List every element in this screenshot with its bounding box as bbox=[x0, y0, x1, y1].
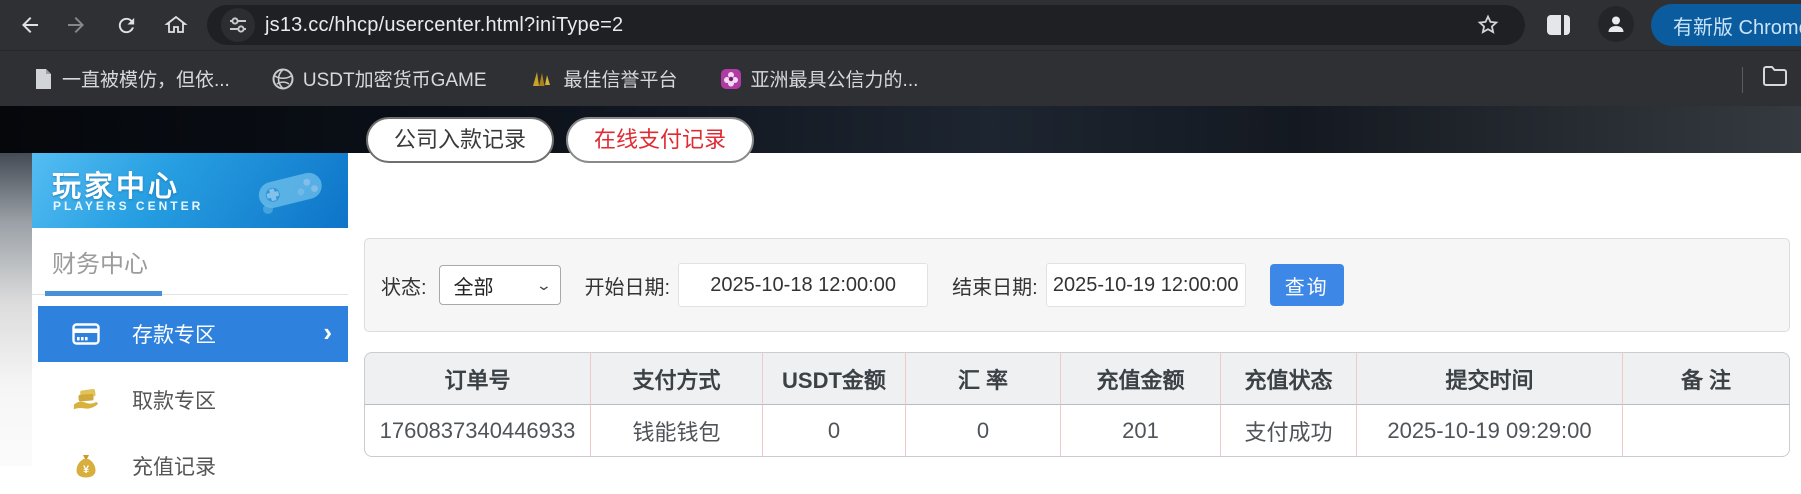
forward-arrow-icon bbox=[68, 17, 84, 33]
cell-usdt-amount: 0 bbox=[762, 404, 905, 457]
bookmark-label: 亚洲最具公信力的... bbox=[750, 70, 919, 91]
sidebar-item-label: 取款专区 bbox=[132, 390, 216, 413]
bookmark-star-button[interactable] bbox=[1470, 7, 1506, 43]
col-order-number: 订单号 bbox=[364, 352, 590, 404]
chevron-right-icon: › bbox=[323, 317, 332, 347]
globe-icon bbox=[272, 68, 294, 89]
reload-button[interactable] bbox=[108, 7, 144, 43]
hand-money-icon bbox=[72, 386, 100, 414]
payment-records-table: 订单号 支付方式 USDT金额 汇 率 充值金额 充值状态 提交时间 备 注 1… bbox=[364, 352, 1790, 457]
sidebar-item-label: 充值记录 bbox=[132, 456, 216, 479]
url-text: js13.cc/hhcp/usercenter.html?iniType=2 bbox=[265, 13, 624, 36]
col-payment-method: 支付方式 bbox=[590, 352, 762, 404]
col-submit-time: 提交时间 bbox=[1356, 352, 1622, 404]
side-panel-icon bbox=[1546, 15, 1570, 35]
person-icon bbox=[1608, 16, 1624, 32]
bookmark-item[interactable]: 一直被模仿，但依... bbox=[24, 59, 240, 98]
cell-payment-method: 钱能钱包 bbox=[590, 404, 762, 457]
bookmark-label: USDT加密货币GAME bbox=[302, 70, 487, 91]
start-date-label: 开始日期: bbox=[584, 276, 671, 299]
cell-exchange-rate: 0 bbox=[905, 404, 1060, 457]
sidebar-section-rule bbox=[32, 291, 348, 296]
query-button[interactable]: 查询 bbox=[1269, 264, 1344, 306]
site-settings-icon[interactable] bbox=[221, 8, 255, 42]
back-button[interactable] bbox=[12, 7, 48, 43]
page-top-dark-banner bbox=[0, 106, 1801, 153]
bookmark-item[interactable]: USDT加密货币GAME bbox=[262, 59, 497, 98]
table-row: 1760837340446933 钱能钱包 0 0 201 支付成功 2025-… bbox=[364, 404, 1790, 457]
gamepad-icon bbox=[258, 172, 322, 214]
status-label: 状态: bbox=[381, 276, 427, 299]
filter-panel: 状态: 全部 ⌄ 开始日期: 2025-10-18 12:00:00 结束日期:… bbox=[364, 238, 1790, 332]
col-exchange-rate: 汇 率 bbox=[905, 352, 1060, 404]
gold-bars-icon bbox=[532, 71, 550, 86]
sidebar-section-title: 财务中心 bbox=[52, 251, 148, 278]
sidebar-item-label: 存款专区 bbox=[132, 324, 216, 347]
cell-remark bbox=[1622, 404, 1790, 457]
back-arrow-icon bbox=[22, 17, 38, 33]
end-date-input[interactable]: 2025-10-19 12:00:00 bbox=[1045, 263, 1246, 307]
bookmark-label: 最佳信誉平台 bbox=[563, 70, 678, 91]
side-panel-button[interactable] bbox=[1540, 7, 1576, 43]
money-bag-icon: ¥ bbox=[72, 452, 100, 480]
sidebar: 玩家中心 PLAYERS CENTER 财务中心 bbox=[32, 153, 348, 479]
chrome-update-button[interactable]: 有新版 Chrome bbox=[1651, 4, 1801, 46]
sidebar-item-withdraw-zone[interactable]: 取款专区 bbox=[38, 372, 348, 428]
bookmarks-divider bbox=[1742, 67, 1743, 93]
forward-button[interactable] bbox=[58, 7, 94, 43]
start-date-input[interactable]: 2025-10-18 12:00:00 bbox=[678, 263, 929, 307]
bookmark-item[interactable]: 亚洲最具公信力的... bbox=[710, 59, 929, 98]
end-date-label: 结束日期: bbox=[952, 276, 1038, 299]
col-usdt-amount: USDT金额 bbox=[762, 352, 905, 404]
star-icon bbox=[1477, 14, 1499, 34]
tab-online-payment-records[interactable]: 在线支付记录 bbox=[566, 117, 755, 163]
profile-avatar[interactable] bbox=[1598, 6, 1634, 42]
col-remark: 备 注 bbox=[1622, 352, 1790, 404]
bookmark-label: 一直被模仿，但依... bbox=[62, 70, 230, 91]
bookmarks-bar: 一直被模仿，但依... USDT加密货币GAME 最佳信誉平台 亚洲最具公信力的… bbox=[0, 50, 1801, 106]
record-tabs: 公司入款记录 在线支付记录 bbox=[366, 117, 755, 163]
col-recharge-amount: 充值金额 bbox=[1060, 352, 1220, 404]
sidebar-title: 玩家中心 bbox=[52, 171, 181, 203]
home-icon bbox=[164, 15, 188, 33]
purple-flower-icon bbox=[720, 68, 741, 89]
bookmark-item[interactable]: 最佳信誉平台 bbox=[519, 59, 688, 98]
reload-icon bbox=[118, 17, 134, 33]
browser-toolbar: js13.cc/hhcp/usercenter.html?iniType=2 有… bbox=[0, 0, 1801, 50]
page-left-gutter bbox=[0, 153, 32, 466]
table-header-row: 订单号 支付方式 USDT金额 汇 率 充值金额 充值状态 提交时间 备 注 bbox=[364, 352, 1790, 404]
bank-card-icon bbox=[72, 320, 100, 348]
cell-recharge-amount: 201 bbox=[1060, 404, 1220, 457]
cell-submit-time: 2025-10-19 09:29:00 bbox=[1356, 404, 1622, 457]
cell-recharge-status: 支付成功 bbox=[1220, 404, 1356, 457]
sidebar-subtitle: PLAYERS CENTER bbox=[53, 199, 204, 213]
tab-company-deposit-records[interactable]: 公司入款记录 bbox=[366, 117, 555, 163]
document-icon bbox=[36, 68, 51, 89]
page-content: 玩家中心 PLAYERS CENTER 财务中心 bbox=[0, 106, 1801, 479]
address-bar[interactable]: js13.cc/hhcp/usercenter.html?iniType=2 bbox=[207, 5, 1525, 45]
other-bookmarks-folder-button[interactable] bbox=[1762, 65, 1788, 92]
folder-icon bbox=[1763, 66, 1787, 86]
col-recharge-status: 充值状态 bbox=[1220, 352, 1356, 404]
home-button[interactable] bbox=[158, 7, 194, 43]
cell-order-number: 1760837340446933 bbox=[364, 404, 590, 457]
status-select-value: 全部 bbox=[453, 276, 494, 299]
sidebar-item-recharge-records[interactable]: ¥ 充值记录 bbox=[38, 438, 348, 494]
status-select[interactable]: 全部 ⌄ bbox=[438, 265, 561, 305]
chevron-down-icon: ⌄ bbox=[535, 276, 552, 293]
sidebar-item-deposit-zone[interactable]: 存款专区 › bbox=[38, 306, 348, 362]
sidebar-header: 玩家中心 PLAYERS CENTER bbox=[32, 153, 348, 228]
